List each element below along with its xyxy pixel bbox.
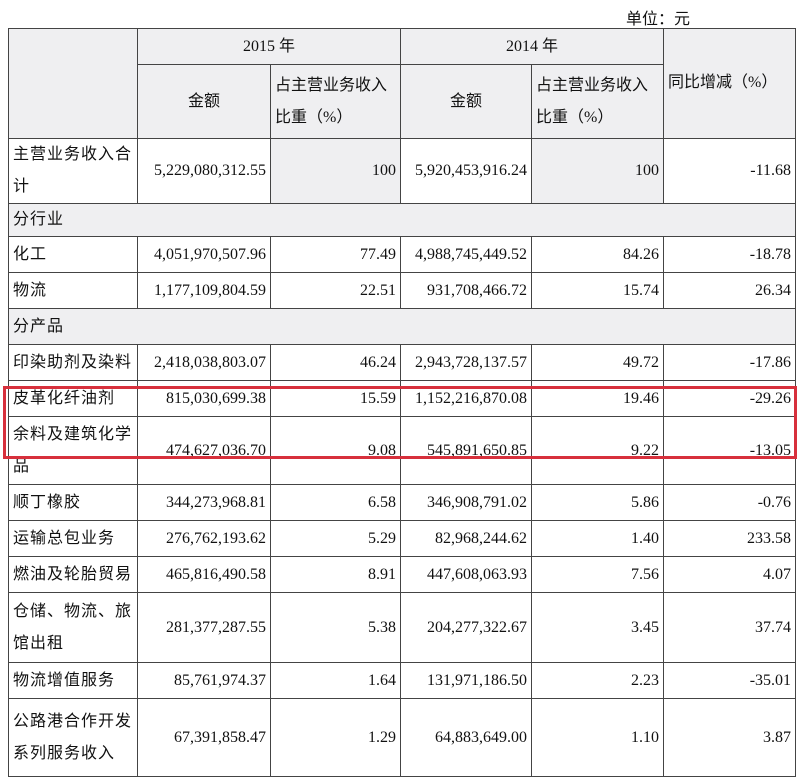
cell-value: 5.38 xyxy=(269,592,402,663)
table-row: 顺丁橡胶 344,273,968.81 6.58 346,908,791.02 5.86… xyxy=(8,484,797,521)
cell-value: 2.23 xyxy=(531,662,665,699)
cell-value: 4,051,970,507.96 xyxy=(137,236,271,273)
cell-value: 4.07 xyxy=(663,556,797,593)
cell-value: 7.56 xyxy=(531,556,665,593)
cell-value: 85,761,974.37 xyxy=(137,662,271,699)
cell-value: 64,883,649.00 xyxy=(400,698,533,777)
cell-value: 5.86 xyxy=(531,484,665,521)
cell-value: 465,816,490.58 xyxy=(137,556,271,593)
row-label: 皮革化纤油剂 xyxy=(8,380,138,417)
cell-value: -18.78 xyxy=(663,236,797,273)
header-blank xyxy=(8,28,138,139)
section-label: 分产品 xyxy=(7,308,797,345)
cell-value: 1.64 xyxy=(269,662,402,699)
cell-value: -29.26 xyxy=(663,380,797,417)
cell-value: 344,273,968.81 xyxy=(137,484,271,521)
cell-value: 1.10 xyxy=(531,698,665,777)
cell-value: 26.34 xyxy=(663,272,797,309)
cell-value: -0.76 xyxy=(663,484,797,521)
table-row: 分行业 xyxy=(7,203,797,237)
row-label: 公路港合作开发系列服务收入 xyxy=(8,698,138,777)
revenue-table: 2015 年 2014 年 同比增减（%） 金额 占主营业务收入比重（%） 金额… xyxy=(7,28,797,777)
cell-value: 1,152,216,870.08 xyxy=(400,380,533,417)
table-row: 物流增值服务 85,761,974.37 1.64 131,971,186.50 2.2… xyxy=(8,662,797,699)
cell-value: 2,943,728,137.57 xyxy=(400,344,533,381)
cell-value: 5.29 xyxy=(269,520,402,557)
table-row: 印染助剂及染料 2,418,038,803.07 46.24 2,943,728,13… xyxy=(8,344,797,381)
cell-value: 5,229,080,312.55 xyxy=(137,138,271,204)
cell-value: 22.51 xyxy=(269,272,402,309)
cell-value: -11.68 xyxy=(663,138,797,204)
cell-value: 15.59 xyxy=(269,380,402,417)
table-row: 分产品 xyxy=(7,308,797,345)
cell-value: 37.74 xyxy=(663,592,797,663)
row-label: 仓储、物流、旅馆出租 xyxy=(8,592,138,663)
cell-value: 204,277,322.67 xyxy=(400,592,533,663)
header-year: 2015 年 xyxy=(136,28,402,65)
cell-value: 77.49 xyxy=(269,236,402,273)
cell-value: 82,968,244.62 xyxy=(400,520,533,557)
row-label: 燃油及轮胎贸易 xyxy=(8,556,138,593)
cell-value: 4,988,745,449.52 xyxy=(400,236,533,273)
table-row: 化工 4,051,970,507.96 77.49 4,988,745,449.52 8… xyxy=(8,236,797,273)
row-label: 印染助剂及染料 xyxy=(8,344,138,381)
table-row: 仓储、物流、旅馆出租 281,377,287.55 5.38 204,277,322.… xyxy=(8,592,797,663)
cell-value: 131,971,186.50 xyxy=(400,662,533,699)
cell-value: 346,908,791.02 xyxy=(400,484,533,521)
row-label: 运输总包业务 xyxy=(8,520,138,557)
row-label: 物流增值服务 xyxy=(8,662,138,699)
table-row: 余料及建筑化学品 474,627,036.70 9.08 545,891,650.85… xyxy=(8,416,797,485)
cell-value: 15.74 xyxy=(531,272,665,309)
cell-value: -17.86 xyxy=(663,344,797,381)
table-row: 皮革化纤油剂 815,030,699.38 15.59 1,152,216,870.0… xyxy=(8,380,797,417)
row-label: 顺丁橡胶 xyxy=(8,484,138,521)
cell-value: 1,177,109,804.59 xyxy=(137,272,271,309)
cell-value: 233.58 xyxy=(663,520,797,557)
header-share: 占主营业务收入比重（%） xyxy=(269,64,402,139)
header-share: 占主营业务收入比重（%） xyxy=(531,64,665,139)
cell-value: 474,627,036.70 xyxy=(137,416,271,485)
cell-value: 276,762,193.62 xyxy=(137,520,271,557)
table-row: 公路港合作开发系列服务收入 67,391,858.47 1.29 64,883,649… xyxy=(8,698,797,777)
header-amount: 金额 xyxy=(137,64,271,139)
unit-label: 单位：元 xyxy=(625,11,690,28)
table-row: 燃油及轮胎贸易 465,816,490.58 8.91 447,608,063.93 7… xyxy=(8,556,797,593)
cell-value: 8.91 xyxy=(269,556,402,593)
header-amount: 金额 xyxy=(400,64,533,139)
cell-value: -13.05 xyxy=(663,416,797,485)
cell-value: 9.22 xyxy=(531,416,665,485)
header-year: 2014 年 xyxy=(400,28,665,65)
cell-value: 100 xyxy=(531,138,665,204)
cell-value: 1.29 xyxy=(269,698,402,777)
cell-value: 931,708,466.72 xyxy=(400,272,533,309)
cell-value: 447,608,063.93 xyxy=(400,556,533,593)
cell-value: 3.87 xyxy=(663,698,797,777)
row-label: 物流 xyxy=(8,272,138,309)
row-label: 主营业务收入合计 xyxy=(8,138,138,204)
cell-value: 815,030,699.38 xyxy=(137,380,271,417)
cell-value: 84.26 xyxy=(531,236,665,273)
cell-value: 46.24 xyxy=(269,344,402,381)
cell-value: -35.01 xyxy=(663,662,797,699)
cell-value: 281,377,287.55 xyxy=(137,592,271,663)
section-label: 分行业 xyxy=(7,203,797,237)
page: 单位：元 2015 年 2014 年 同比增减（%） 金额 占主营业务收入比重（… xyxy=(3,11,797,777)
cell-value: 1.40 xyxy=(531,520,665,557)
row-label: 余料及建筑化学品 xyxy=(8,416,138,485)
cell-value: 2,418,038,803.07 xyxy=(137,344,271,381)
table-row: 主营业务收入合计 5,229,080,312.55 100 5,920,453,916… xyxy=(8,138,797,204)
cell-value: 19.46 xyxy=(531,380,665,417)
row-label: 化工 xyxy=(8,236,138,273)
cell-value: 3.45 xyxy=(531,592,665,663)
table-row: 运输总包业务 276,762,193.62 5.29 82,968,244.62 1.4… xyxy=(8,520,797,557)
header-yoy: 同比增减（%） xyxy=(663,28,797,139)
cell-value: 5,920,453,916.24 xyxy=(400,138,533,204)
table-row: 物流 1,177,109,804.59 22.51 931,708,466.72 15.… xyxy=(8,272,797,309)
cell-value: 100 xyxy=(269,138,402,204)
cell-value: 545,891,650.85 xyxy=(400,416,533,485)
cell-value: 9.08 xyxy=(269,416,402,485)
cell-value: 49.72 xyxy=(531,344,665,381)
cell-value: 6.58 xyxy=(269,484,402,521)
cell-value: 67,391,858.47 xyxy=(137,698,271,777)
